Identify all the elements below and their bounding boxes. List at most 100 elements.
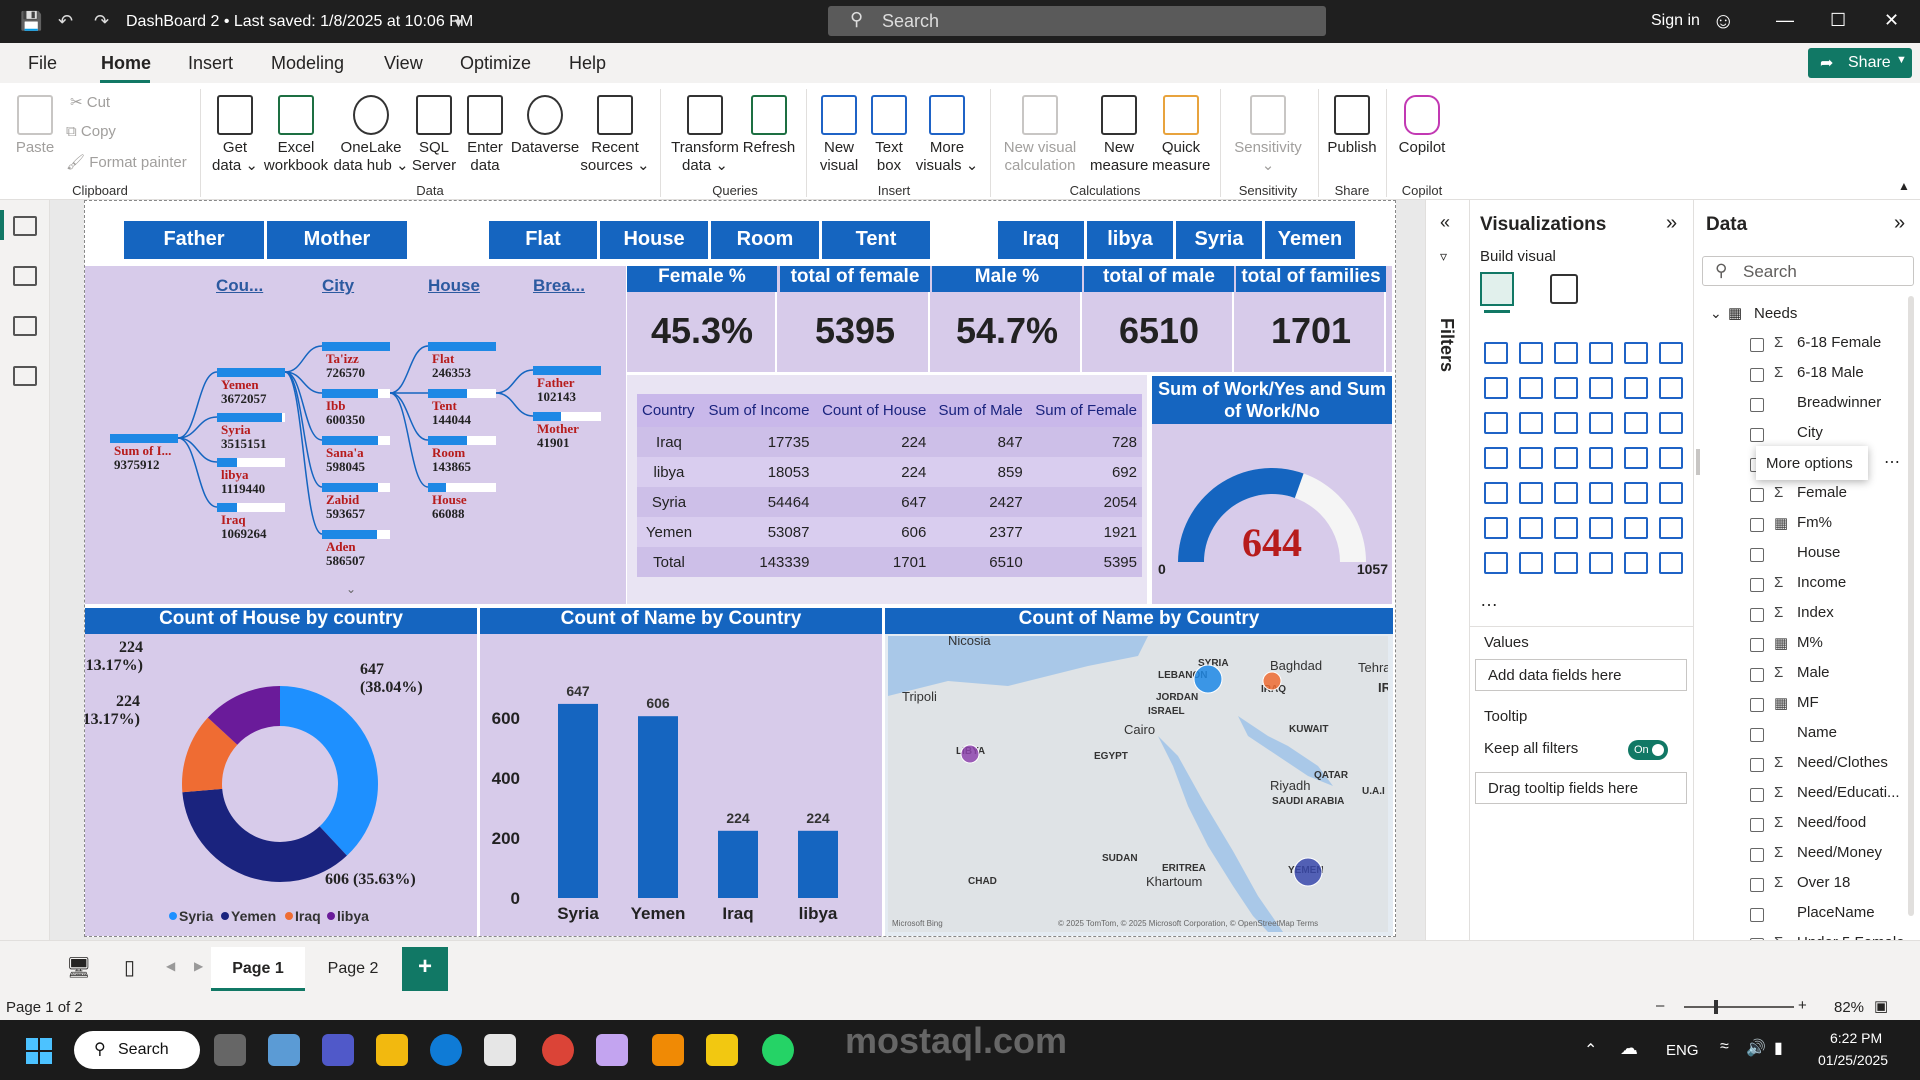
filled-map-visual-icon[interactable] [1554, 447, 1578, 469]
data-search-input[interactable]: ⚲ Search [1702, 256, 1914, 286]
decomp-level-breadwinner[interactable]: Brea... [533, 276, 585, 295]
menu-insert[interactable]: Insert [188, 53, 234, 73]
table-header-cell[interactable]: Sum of Income [700, 394, 815, 427]
slicer-syria[interactable]: Syria [1176, 221, 1262, 259]
stacked-column-visual-icon[interactable] [1519, 342, 1543, 364]
slicer-flat[interactable]: Flat [489, 221, 597, 259]
slicer-libya[interactable]: libya [1087, 221, 1173, 259]
table-header-cell[interactable]: Sum of Female [1027, 394, 1142, 427]
field-name[interactable]: MF [1797, 694, 1819, 711]
slicer-visual-icon[interactable] [1554, 482, 1578, 504]
ribbon-visual-icon[interactable] [1484, 412, 1508, 434]
decomp-level-house[interactable]: House [428, 276, 480, 295]
field-checkbox[interactable] [1750, 758, 1764, 772]
decomp-node-bar[interactable] [322, 436, 390, 445]
desktop-layout-icon[interactable]: 🖥 [66, 957, 92, 979]
edge-icon[interactable] [430, 1034, 462, 1066]
wifi-icon[interactable]: ≈ [1720, 1038, 1729, 1055]
decomp-level-country[interactable]: Cou... [216, 276, 264, 295]
table-header-cell[interactable]: Sum of Male [931, 394, 1028, 427]
field-checkbox[interactable] [1750, 488, 1764, 502]
table-visual-icon[interactable] [1589, 482, 1613, 504]
table-view-icon[interactable] [13, 266, 37, 286]
enter-data-button[interactable]: Enter data [462, 95, 508, 175]
decomp-tree-visual-icon[interactable] [1554, 517, 1578, 539]
dataverse-button[interactable]: Dataverse [510, 95, 580, 157]
mobile-layout-icon[interactable]: ▯ [124, 957, 136, 979]
table-row[interactable]: Yemen 53087 606 2377 1921 [637, 517, 1142, 547]
text-box-visual-icon[interactable] [1519, 552, 1543, 574]
100-bar-visual-icon[interactable] [1624, 342, 1648, 364]
new-visual-calculation-button[interactable]: New visual calculation [996, 95, 1084, 175]
more-visuals-ellipsis[interactable]: … [1480, 590, 1498, 610]
decomp-node-bar[interactable] [428, 389, 496, 398]
donut-slice[interactable] [207, 686, 280, 745]
map-visual-icon[interactable] [1519, 447, 1543, 469]
menu-file[interactable]: File [28, 53, 58, 73]
line-clustered-visual-icon[interactable] [1659, 377, 1683, 399]
donut-slice[interactable] [280, 686, 379, 856]
clustered-column-visual-icon[interactable] [1589, 342, 1613, 364]
volume-icon[interactable]: 🔊 [1746, 1040, 1766, 1057]
slicer-iraq[interactable]: Iraq [998, 221, 1084, 259]
clock-date[interactable]: 01/25/2025 [1818, 1052, 1889, 1068]
table-header-cell[interactable]: Country [637, 394, 701, 427]
python-visual-icon[interactable] [1484, 517, 1508, 539]
stacked-bar-visual-icon[interactable] [1484, 342, 1508, 364]
battery-icon[interactable]: ▮ [1774, 1040, 1783, 1057]
donut-visual-icon[interactable] [1659, 412, 1683, 434]
maximize-icon[interactable]: ☐ [1830, 10, 1847, 30]
language-indicator[interactable]: ENG [1666, 1042, 1699, 1059]
field-name[interactable]: 6-18 Female [1797, 334, 1882, 351]
chevron-down-icon[interactable]: ▼ [452, 15, 465, 30]
map-bubble-yemen[interactable] [1293, 857, 1323, 887]
map-bubble-syria[interactable] [1193, 664, 1223, 694]
bar[interactable] [718, 830, 758, 898]
decomp-node-bar[interactable] [322, 530, 390, 539]
slicer-room[interactable]: Room [711, 221, 819, 259]
field-name[interactable]: House [1797, 544, 1841, 561]
new-visual-button[interactable]: New visual [814, 95, 864, 175]
collapse-visualizations-icon[interactable]: » [1666, 212, 1678, 234]
menu-view[interactable]: View [384, 53, 423, 73]
line-column-visual-icon[interactable] [1624, 377, 1648, 399]
field-name[interactable]: M% [1797, 634, 1823, 651]
field-checkbox[interactable] [1750, 578, 1764, 592]
field-name[interactable]: Need/Money [1797, 844, 1883, 861]
field-checkbox[interactable] [1750, 848, 1764, 862]
format-visual-icon[interactable] [1550, 274, 1578, 304]
chrome-icon[interactable] [542, 1034, 574, 1066]
menu-optimize[interactable]: Optimize [460, 53, 532, 73]
data-scrollbar[interactable] [1908, 296, 1914, 916]
slicer-house[interactable]: House [600, 221, 708, 259]
100-area-visual-icon[interactable] [1589, 377, 1613, 399]
summary-table[interactable]: Country Sum of Income Count of House Sum of… [637, 394, 1142, 577]
decomp-node-bar[interactable] [533, 366, 601, 375]
bar[interactable] [798, 830, 838, 898]
decomp-node-bar[interactable] [322, 389, 390, 398]
field-name[interactable]: Need/food [1797, 814, 1867, 831]
pie-visual-icon[interactable] [1624, 412, 1648, 434]
task-view-icon[interactable] [214, 1034, 246, 1066]
file-explorer-icon[interactable] [376, 1034, 408, 1066]
key-influencers-visual-icon[interactable] [1519, 517, 1543, 539]
undo-icon[interactable]: ↶ [58, 11, 74, 31]
copilot-app-icon[interactable] [268, 1034, 300, 1066]
more-visuals-button[interactable]: More visuals ⌄ [912, 95, 982, 175]
zoom-out-icon[interactable]: – [1656, 997, 1665, 1014]
diamond-visual-icon[interactable] [1624, 552, 1648, 574]
model-view-icon[interactable] [13, 316, 37, 336]
clustered-bar-visual-icon[interactable] [1554, 342, 1578, 364]
metrics-visual-icon[interactable] [1659, 517, 1683, 539]
field-checkbox[interactable] [1750, 908, 1764, 922]
whatsapp-icon[interactable] [762, 1034, 794, 1066]
donut-slice[interactable] [182, 788, 347, 882]
redo-icon[interactable]: ↷ [94, 11, 110, 31]
zoom-slider-thumb[interactable] [1714, 1000, 1718, 1014]
recent-sources-button[interactable]: Recent sources ⌄ [580, 95, 650, 175]
add-page-button[interactable]: + [402, 947, 448, 991]
decomp-level-city[interactable]: City [322, 276, 355, 295]
share-button[interactable]: ➦ Share ▼ [1808, 48, 1912, 78]
text-box-button[interactable]: Text box [866, 95, 912, 175]
azure-map-visual-icon[interactable] [1589, 447, 1613, 469]
